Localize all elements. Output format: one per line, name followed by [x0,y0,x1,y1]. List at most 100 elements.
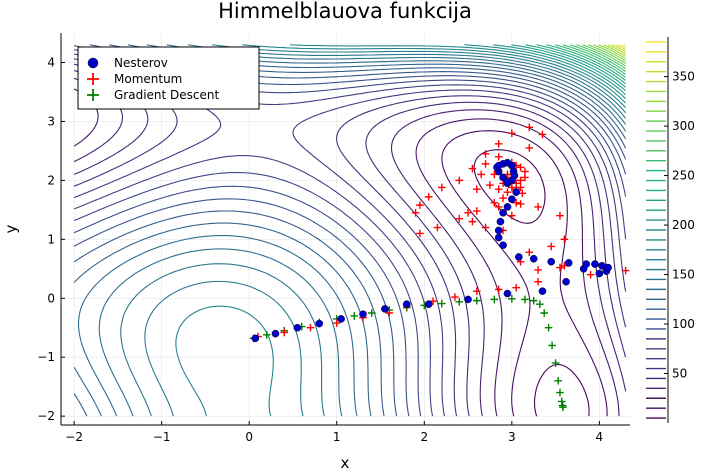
data-point [497,218,504,225]
x-tick-label: −2 [65,430,83,444]
data-point [368,309,376,317]
y-tick-label: 3 [47,114,55,128]
data-point [464,296,471,303]
data-point [469,165,477,173]
y-tick-label: 2 [47,173,55,187]
data-point [558,398,566,406]
data-point [438,300,446,308]
data-point [504,188,512,196]
data-point [530,297,538,305]
data-point [495,140,503,148]
data-point [530,255,537,262]
colorbar-tick-label: 150 [672,268,695,282]
y-tick-label: 4 [47,55,55,69]
data-point [252,335,259,342]
data-point [554,377,562,385]
data-point [512,284,520,292]
data-point [508,129,516,137]
data-point [473,207,481,215]
contour-level-25 [74,89,619,416]
colorbar: 50100150200250300350 [646,37,695,423]
data-point [473,185,481,193]
data-point [539,288,546,295]
legend-label-nesterov: Nesterov [114,56,168,70]
data-point [451,293,459,301]
contour-level-385 [624,45,625,46]
data-point [477,171,485,179]
data-point [508,196,515,203]
data-point [508,212,516,220]
data-point [482,160,490,168]
legend-label-gradient-descent: Gradient Descent [114,88,220,102]
colorbar-tick-label: 50 [672,367,687,381]
data-point [316,320,323,327]
data-point [438,184,446,192]
series-layer [250,124,630,411]
data-point [338,315,345,322]
data-point [504,179,511,186]
data-point [587,271,595,279]
data-point [434,224,442,232]
data-point [499,194,507,202]
data-point [456,177,464,185]
data-point [561,236,569,244]
y-axis-label: y [2,224,20,233]
data-point [565,259,572,266]
data-point [547,243,555,251]
legend-marker-nesterov [88,58,98,68]
data-point [526,124,534,132]
data-point [504,290,511,297]
data-point [517,164,525,172]
contour-level-45 [74,71,626,417]
data-point [504,203,511,210]
data-point [495,185,503,193]
data-point [425,301,432,308]
series-nesterov [252,159,612,342]
data-point [540,309,548,317]
data-point [412,209,420,217]
data-point [536,300,544,308]
x-axis-label: x [341,454,350,472]
data-point [486,181,494,189]
data-point [495,234,502,241]
data-point [294,324,301,331]
colorbar-tick-label: 300 [672,119,695,133]
colorbar-tick-label: 350 [672,70,695,84]
colorbar-tick-label: 200 [672,218,695,232]
colorbar-tick-label: 250 [672,169,695,183]
data-point [534,203,542,211]
data-point [456,298,464,306]
y-tick-label: −2 [37,409,55,423]
data-point [307,324,315,332]
data-point [403,301,410,308]
data-point [517,200,525,208]
data-point [583,260,590,267]
data-point [473,297,481,305]
data-point [464,209,472,217]
data-point [425,193,433,201]
data-point [548,342,556,350]
data-point [499,242,506,249]
data-point [495,227,502,234]
y-tick-label: −1 [37,350,55,364]
data-point [526,248,534,256]
x-tick-label: 0 [245,430,253,444]
data-point [499,209,506,216]
data-point [605,264,612,271]
data-point [534,278,542,286]
x-tick-label: −1 [153,430,171,444]
data-point [591,260,598,267]
data-point [272,330,279,337]
data-point [495,286,503,294]
chart-title: Himmelblauova funkcija [218,0,472,23]
data-point [280,329,288,337]
data-point [556,389,564,397]
data-point [513,189,520,196]
data-point [482,224,490,232]
data-point [548,258,555,265]
contour-level-65 [74,59,626,416]
data-point [521,168,529,176]
x-tick-label: 1 [333,430,341,444]
x-tick-label: 3 [508,430,516,444]
